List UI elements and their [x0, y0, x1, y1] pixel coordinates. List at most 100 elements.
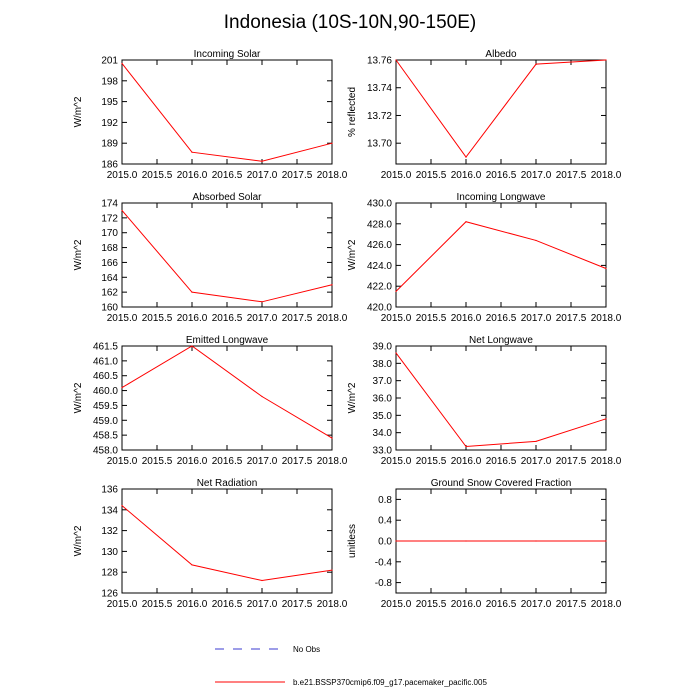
x-tick-label: 2015.0 [107, 599, 138, 610]
y-tick-label: 39.0 [373, 342, 393, 353]
y-tick-label: 428.0 [367, 219, 392, 230]
x-tick-label: 2016.5 [212, 456, 243, 467]
x-tick-label: 2017.5 [282, 599, 313, 610]
plot-frame [121, 345, 333, 451]
panel-title: Albedo [485, 49, 517, 60]
y-axis-label: W/m^2 [73, 382, 84, 413]
y-tick-label: 33.0 [373, 446, 393, 457]
x-tick-label: 2017.5 [556, 170, 587, 181]
panel-title: Emitted Longwave [186, 335, 269, 346]
x-tick-label: 2016.0 [451, 170, 482, 181]
panel-7: Ground Snow Covered Fraction 2015.0 2015.5… [347, 478, 622, 610]
data-point [121, 387, 123, 389]
data-point [331, 142, 333, 144]
x-tick-label: 2015.5 [416, 313, 447, 324]
panel-4: Emitted Longwave 2015.0 2015.5 2016.0 2016.5… [73, 335, 348, 467]
x-tick-label: 2016.0 [451, 313, 482, 324]
data-point [605, 267, 607, 270]
x-tick-label: 2018.0 [317, 313, 348, 324]
panels: Incoming Solar 2015.0 2015.5 2016.0 2016.5 20… [73, 49, 622, 610]
x-tick-label: 2018.0 [591, 313, 622, 324]
panel-0: Incoming Solar 2015.0 2015.5 2016.0 2016.5 20… [73, 49, 348, 181]
plot-frame [121, 202, 333, 308]
y-tick-label: 192 [101, 118, 118, 129]
y-tick-label: -0.4 [375, 557, 393, 568]
data-point [191, 564, 193, 566]
x-tick-label: 2015.5 [142, 456, 173, 467]
y-tick-label: 458.5 [93, 431, 118, 442]
x-tick-label: 2015.0 [381, 170, 412, 181]
x-tick-label: 2018.0 [317, 599, 348, 610]
data-point [395, 540, 397, 542]
y-tick-label: 13.74 [367, 83, 392, 94]
y-tick-label: 189 [101, 139, 118, 150]
x-tick-label: 2015.5 [416, 456, 447, 467]
panel-title: Net Radiation [197, 478, 258, 489]
panel-title: Ground Snow Covered Fraction [431, 478, 572, 489]
data-point [535, 440, 537, 442]
plot-frame [395, 345, 607, 451]
data-point [191, 345, 193, 347]
legend-obs-label: No Obs [293, 645, 320, 654]
series-line [395, 221, 607, 292]
data-point [261, 579, 263, 582]
x-tick-label: 2016.5 [486, 456, 517, 467]
y-axis-label: W/m^2 [347, 382, 358, 413]
x-tick-label: 2015.0 [107, 456, 138, 467]
x-tick-label: 2016.0 [451, 456, 482, 467]
data-point [191, 151, 193, 153]
data-point [261, 301, 263, 303]
panel-2: Absorbed Solar 2015.0 2015.5 2016.0 2016.5 20… [73, 192, 348, 324]
y-tick-label: 0.4 [378, 516, 392, 527]
x-tick-label: 2015.0 [107, 170, 138, 181]
y-tick-label: 164 [101, 273, 118, 284]
y-tick-label: 168 [101, 243, 118, 254]
y-tick-label: 424.0 [367, 261, 392, 272]
x-tick-label: 2016.0 [177, 170, 208, 181]
data-point [465, 221, 467, 223]
x-tick-label: 2018.0 [591, 599, 622, 610]
y-tick-label: 38.0 [373, 359, 393, 370]
y-tick-label: 460.0 [93, 386, 118, 397]
y-axis-label: unitless [347, 524, 358, 558]
panel-3: Incoming Longwave 2015.0 2015.5 2016.0 2016.… [347, 192, 622, 324]
x-tick-label: 2017.0 [247, 313, 278, 324]
series-line [395, 59, 607, 158]
figure-title: Indonesia (10S-10N,90-150E) [224, 12, 476, 33]
plot-frame [121, 488, 333, 594]
x-tick-label: 2018.0 [317, 170, 348, 181]
x-tick-label: 2015.0 [107, 313, 138, 324]
legend: No Obs b.e21.BSSP370cmip6.f09_g17.pacema… [215, 645, 487, 687]
x-tick-label: 2017.5 [282, 456, 313, 467]
x-tick-label: 2017.5 [556, 313, 587, 324]
x-tick-label: 2017.5 [282, 170, 313, 181]
data-point [465, 540, 467, 542]
series-line [395, 352, 607, 448]
x-tick-label: 2017.5 [556, 456, 587, 467]
data-point [465, 156, 467, 158]
y-tick-label: 35.0 [373, 411, 393, 422]
data-point [261, 395, 263, 398]
x-tick-label: 2017.0 [521, 456, 552, 467]
y-axis-label: W/m^2 [73, 96, 84, 127]
y-axis-label: W/m^2 [73, 525, 84, 556]
data-point [331, 437, 333, 439]
y-tick-label: 166 [101, 258, 118, 269]
data-point [331, 569, 333, 571]
x-tick-label: 2016.0 [177, 599, 208, 610]
y-tick-label: 186 [101, 160, 118, 171]
y-axis-label: W/m^2 [347, 239, 358, 270]
x-tick-label: 2015.5 [142, 599, 173, 610]
x-tick-label: 2016.0 [451, 599, 482, 610]
data-point [395, 290, 397, 292]
panel-title: Absorbed Solar [193, 192, 263, 203]
y-tick-label: 459.0 [93, 416, 118, 427]
x-tick-label: 2015.5 [142, 313, 173, 324]
y-tick-label: 461.0 [93, 356, 118, 367]
panel-1: Albedo 2015.0 2015.5 2016.0 2016.5 2017.0 2017… [347, 49, 622, 181]
y-tick-label: 458.0 [93, 446, 118, 457]
data-point [605, 59, 607, 61]
data-point [331, 284, 333, 286]
y-tick-label: 426.0 [367, 240, 392, 251]
data-point [535, 239, 537, 242]
